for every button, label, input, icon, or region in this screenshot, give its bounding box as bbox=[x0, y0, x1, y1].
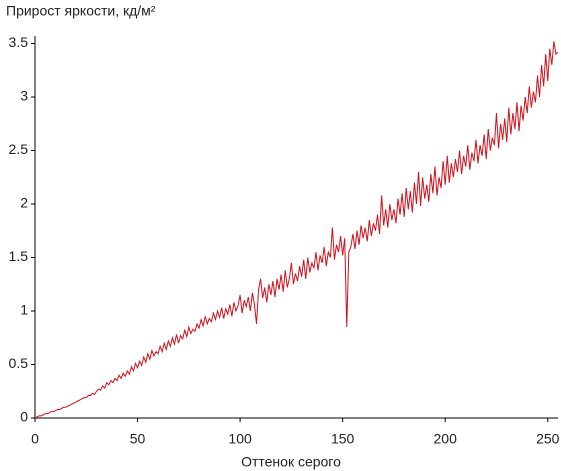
x-tick-label: 50 bbox=[130, 431, 146, 447]
x-tick-label: 250 bbox=[536, 431, 560, 447]
y-tick-label: 1 bbox=[20, 302, 28, 318]
data-line bbox=[34, 41, 559, 419]
x-tick-label: 100 bbox=[228, 431, 252, 447]
y-tick-label: 0 bbox=[20, 409, 28, 425]
y-tick-label: 0.5 bbox=[9, 355, 29, 371]
x-tick-label: 0 bbox=[31, 431, 39, 447]
y-tick-label: 3 bbox=[20, 88, 28, 104]
y-tick-label: 1.5 bbox=[9, 248, 29, 264]
x-axis-label: Оттенок серого bbox=[241, 454, 341, 470]
chart-title: Прирост яркости, кд/м² bbox=[6, 3, 156, 19]
x-tick-label: 150 bbox=[331, 431, 355, 447]
y-tick-label: 2 bbox=[20, 195, 28, 211]
x-tick-label: 200 bbox=[434, 431, 458, 447]
y-tick-label: 3.5 bbox=[9, 34, 29, 50]
y-tick-label: 2.5 bbox=[9, 141, 29, 157]
